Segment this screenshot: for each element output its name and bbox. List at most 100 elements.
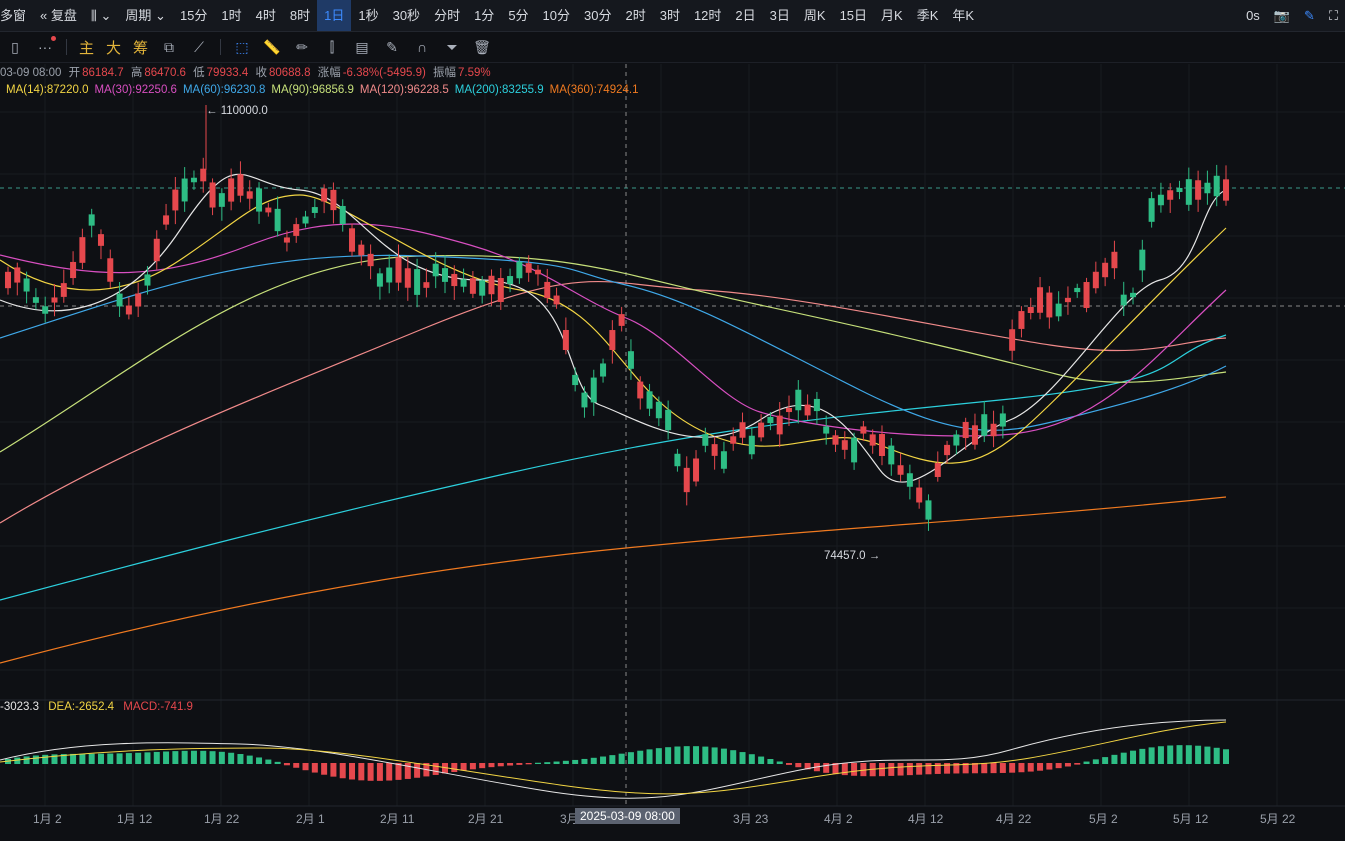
ma-legend-item: MA(200):83255.9 xyxy=(454,84,544,96)
macd-bar xyxy=(395,763,402,780)
period-9[interactable]: 5分 xyxy=(508,8,529,23)
candle-body xyxy=(1130,292,1137,298)
select-icon[interactable]: ⬚ xyxy=(235,38,249,55)
fullscreen-icon[interactable]: ⛶ xyxy=(1328,8,1338,23)
period-2[interactable]: 4时 xyxy=(255,8,276,23)
period-12[interactable]: 2时 xyxy=(625,8,646,23)
change-value: -6.38%(-5495.9) xyxy=(342,67,426,79)
macd-bar xyxy=(460,763,467,771)
candle-tool-icon[interactable]: ⫿ xyxy=(329,38,335,55)
filter-icon[interactable]: ⏷ xyxy=(446,38,458,55)
macd-bar xyxy=(107,753,114,764)
macd-bar xyxy=(702,746,709,764)
settings-dot-icon[interactable]: ··· xyxy=(34,36,56,58)
macd-bar xyxy=(618,753,625,764)
period-4[interactable]: 1日 xyxy=(317,0,352,31)
compare-icon[interactable]: ⧉ xyxy=(164,38,175,55)
period-17[interactable]: 周K xyxy=(803,8,826,23)
macd-bar xyxy=(488,763,495,768)
macd-bar xyxy=(1064,763,1071,767)
candle-body xyxy=(1046,292,1053,318)
period-3[interactable]: 8时 xyxy=(289,8,311,23)
ma-legend: MA(14):87220.0 MA(30):92250.6 MA(60):96230… xyxy=(6,84,645,96)
candle-body xyxy=(525,263,532,273)
macd-bar xyxy=(720,748,727,764)
macd-bar xyxy=(376,763,383,781)
period-18[interactable]: 15日 xyxy=(839,8,868,23)
period-11[interactable]: 30分 xyxy=(584,8,612,23)
macd-bar xyxy=(758,756,765,764)
main-indicator-button[interactable]: 主 xyxy=(79,39,95,57)
x-tick-label: 1月 22 xyxy=(204,812,240,826)
period-7[interactable]: 分时 xyxy=(434,8,461,23)
magnet-icon[interactable]: ∩ xyxy=(417,39,428,55)
ma-legend-item: MA(14):87220.0 xyxy=(6,84,89,96)
period-10[interactable]: 10分 xyxy=(542,8,571,23)
candle-body xyxy=(999,413,1006,427)
macd-bar xyxy=(655,748,662,764)
multi-window-button[interactable]: 多窗 xyxy=(0,8,27,23)
replay-button[interactable]: « 复盘 xyxy=(40,8,77,23)
candle-body xyxy=(358,244,365,256)
period-8[interactable]: 1分 xyxy=(474,8,495,23)
period-15[interactable]: 2日 xyxy=(735,8,756,23)
candle-body xyxy=(237,174,244,196)
candle-body xyxy=(376,273,383,287)
camera-icon[interactable]: 📷 xyxy=(1273,8,1290,23)
period-dropdown[interactable]: ⫼ ⌄ xyxy=(84,0,119,31)
period-21[interactable]: 年K xyxy=(952,8,975,23)
period-13[interactable]: 3时 xyxy=(659,8,680,23)
candle-body xyxy=(683,467,690,493)
candle-body xyxy=(618,314,625,326)
candle-body xyxy=(665,409,672,431)
macd-bar xyxy=(441,763,448,774)
chips-button[interactable]: 筹 xyxy=(133,39,149,57)
candle-body xyxy=(562,329,569,351)
period-0[interactable]: 15分 xyxy=(179,8,208,23)
candle-body xyxy=(441,268,448,282)
candle-body xyxy=(897,465,904,475)
period-menu-button[interactable]: 周期 ⌄ xyxy=(125,8,166,23)
macd-bar xyxy=(1037,763,1044,771)
candle-body xyxy=(107,258,114,282)
macd-bar xyxy=(1157,746,1164,764)
big-order-button[interactable]: 大 xyxy=(106,39,122,57)
period-5[interactable]: 1秒 xyxy=(358,8,379,23)
brush-icon[interactable]: ⟋ xyxy=(194,38,204,55)
candle-body xyxy=(600,363,607,377)
macd-bar xyxy=(228,752,235,764)
candle-body xyxy=(79,237,86,263)
period-19[interactable]: 月K xyxy=(881,8,903,23)
candle-body xyxy=(572,374,579,386)
macd-bar xyxy=(1018,763,1025,773)
macd-bar xyxy=(14,757,21,764)
macd-bar xyxy=(432,763,439,775)
macd-bar xyxy=(711,747,718,764)
candle-body xyxy=(1120,294,1127,306)
macd-bar xyxy=(283,763,290,766)
macd-bar xyxy=(572,759,579,764)
layout-icon[interactable]: ▯ xyxy=(11,38,19,55)
period-14[interactable]: 12时 xyxy=(693,8,722,23)
period-6[interactable]: 30秒 xyxy=(392,8,421,23)
note-icon[interactable]: ✎ xyxy=(386,38,398,55)
x-tick-label: 3月 23 xyxy=(733,812,769,826)
candle-body xyxy=(841,440,848,450)
period-20[interactable]: 季K xyxy=(916,8,939,23)
candle-body xyxy=(218,193,225,207)
draw-line-icon[interactable]: ✏ xyxy=(296,38,308,55)
macd-bar xyxy=(32,755,39,764)
period-16[interactable]: 3日 xyxy=(769,8,790,23)
trash-icon[interactable]: 🗑 xyxy=(473,38,491,55)
candle-body xyxy=(144,274,151,286)
macd-bar xyxy=(590,757,597,764)
candle-body xyxy=(507,276,514,284)
ruler-icon[interactable]: 📏 xyxy=(263,38,281,55)
period-1[interactable]: 1时 xyxy=(221,8,242,23)
candle-body xyxy=(70,261,77,279)
calculator-icon[interactable]: ▤ xyxy=(355,38,369,55)
macd-bar xyxy=(525,763,532,765)
pencil-icon[interactable]: ✎ xyxy=(1303,8,1315,23)
x-tick-label: 2月 11 xyxy=(380,812,415,826)
